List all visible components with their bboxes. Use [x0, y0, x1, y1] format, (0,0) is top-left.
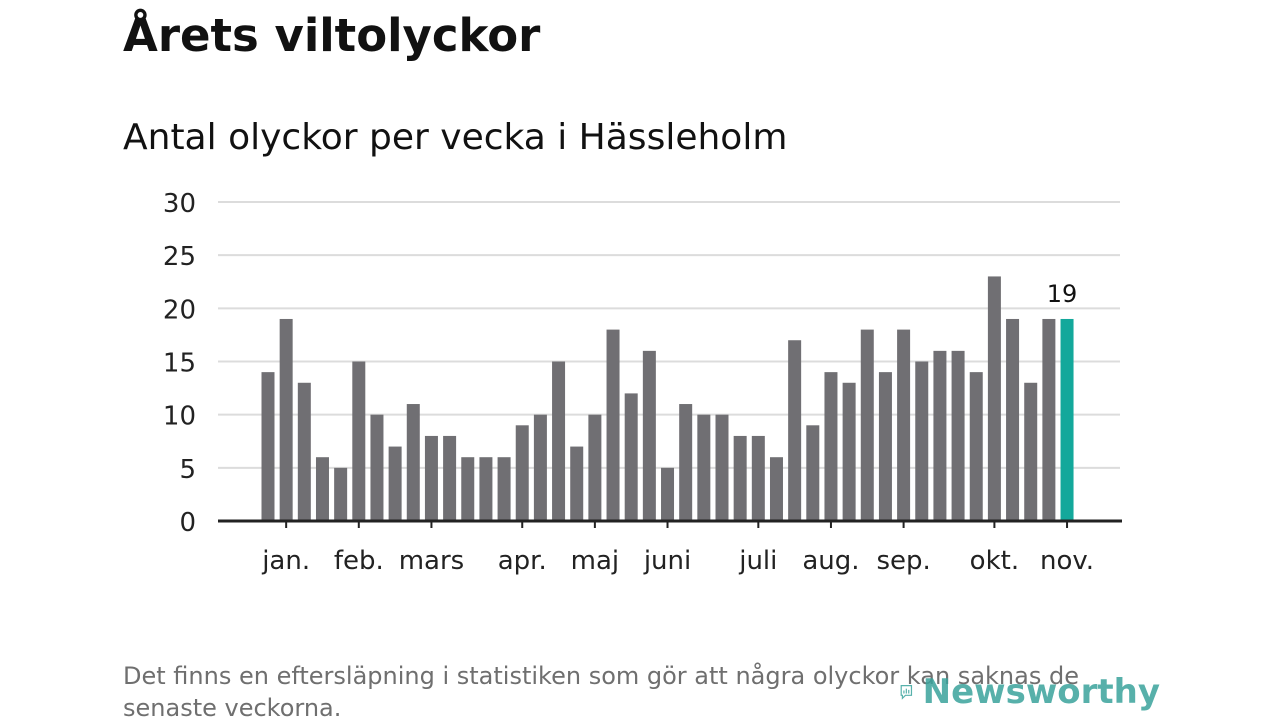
bar	[642, 350, 656, 521]
bar	[570, 446, 584, 521]
y-tick-label: 0	[179, 508, 196, 538]
chart-subtitle: Antal olyckor per vecka i Hässleholm	[123, 117, 788, 158]
newsworthy-logo-text: Newsworthy	[922, 672, 1160, 712]
bar	[1042, 318, 1056, 521]
x-tick-label: sep.	[876, 546, 930, 576]
bar	[279, 318, 293, 521]
bar	[424, 435, 438, 521]
y-tick-label: 25	[163, 242, 196, 272]
x-tick-label: juni	[643, 546, 691, 576]
bar	[352, 361, 366, 521]
x-tick-label: feb.	[334, 546, 384, 576]
data-labels: 19	[1047, 280, 1078, 308]
x-tick-label: apr.	[498, 546, 547, 576]
bar	[1060, 318, 1074, 521]
y-axis-ticks: 0 5 10 15 20 25 30	[163, 189, 196, 538]
y-tick-label: 15	[163, 349, 196, 379]
x-tick-label: juli	[738, 546, 777, 576]
bar	[878, 372, 892, 521]
y-tick-label: 20	[163, 295, 196, 325]
bar	[733, 435, 747, 521]
bars	[261, 276, 1074, 521]
bar	[1006, 318, 1020, 521]
x-tick-label: aug.	[802, 546, 859, 576]
x-axis-ticks: jan. feb. mars apr. maj juni juli aug. sep. okt. n…	[261, 521, 1094, 576]
footnote: Det finns en eftersläpning i statistiken…	[123, 662, 1079, 722]
x-tick-label: mars	[399, 546, 465, 576]
bar	[842, 382, 856, 521]
x-tick-label: maj	[571, 546, 619, 576]
bar	[388, 446, 402, 521]
bar	[497, 457, 511, 521]
bar	[969, 372, 983, 521]
x-tick-label: jan.	[261, 546, 310, 576]
bar	[806, 425, 820, 521]
bar	[443, 435, 457, 521]
bar	[461, 457, 475, 521]
bar	[297, 382, 311, 521]
bar-chart: 0 5 10 15 20 25 30 jan. feb. mars apr. maj juni juli…	[163, 189, 1122, 576]
bar	[788, 340, 802, 521]
y-tick-label: 30	[163, 189, 196, 219]
bar	[624, 393, 638, 521]
newsworthy-logo-icon	[900, 685, 913, 700]
bar	[824, 372, 838, 521]
newsworthy-logo[interactable]: Newsworthy	[900, 664, 1160, 720]
bar	[679, 404, 693, 521]
bar	[515, 425, 529, 521]
bar	[552, 361, 566, 521]
bar	[606, 329, 620, 521]
chart-title: Årets viltolyckor	[123, 9, 541, 62]
bar	[479, 457, 493, 521]
bar	[933, 350, 947, 521]
x-tick-label: okt.	[970, 546, 1019, 576]
y-tick-label: 10	[163, 402, 196, 432]
x-tick-label: nov.	[1040, 546, 1094, 576]
bar	[1024, 382, 1038, 521]
bar	[370, 414, 384, 521]
bar	[897, 329, 911, 521]
bar	[315, 457, 329, 521]
bar	[769, 457, 783, 521]
bar	[951, 350, 965, 521]
bar	[860, 329, 874, 521]
bar	[661, 467, 675, 521]
bar	[406, 404, 420, 521]
bar	[915, 361, 929, 521]
data-label: 19	[1047, 280, 1078, 308]
bar	[261, 372, 275, 521]
bar	[751, 435, 765, 521]
y-tick-label: 5	[179, 455, 196, 485]
bar	[697, 414, 711, 521]
bar	[987, 276, 1001, 521]
bar	[334, 467, 348, 521]
bar	[533, 414, 547, 521]
bar	[715, 414, 729, 521]
bar	[588, 414, 602, 521]
